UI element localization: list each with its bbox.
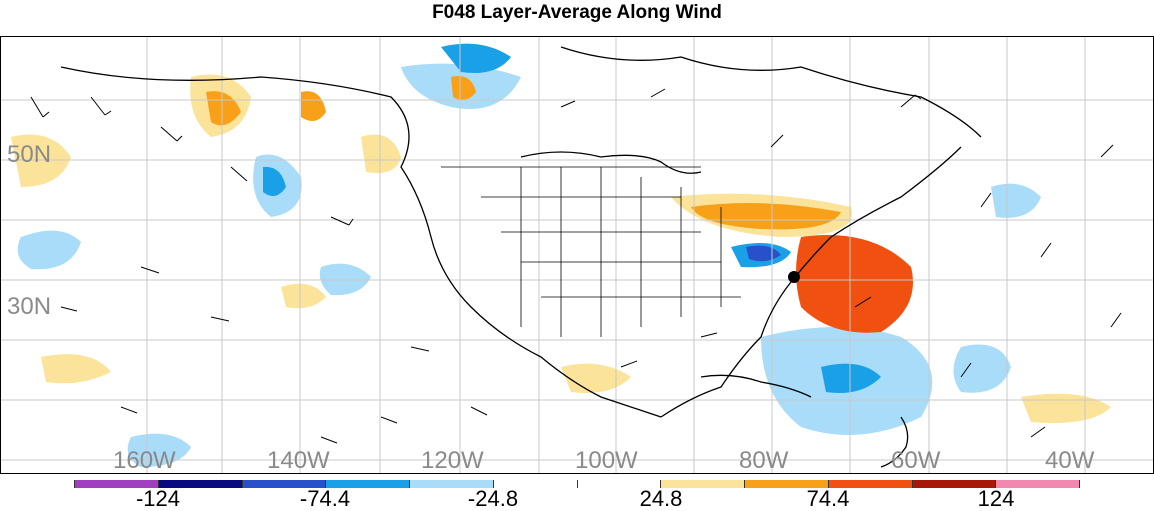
colorbar (74, 480, 1080, 488)
colorbar-segment (242, 480, 327, 488)
colorbar-tick: -24.8 (467, 486, 519, 511)
lon-label-60w: 60W (891, 447, 941, 474)
map-canvas (1, 37, 1153, 473)
lat-label-50n: 50N (7, 141, 52, 168)
colorbar-segment (745, 480, 829, 488)
lon-label-140w: 140W (267, 447, 330, 474)
political-borders (441, 166, 741, 337)
colorbar-segment (577, 480, 662, 488)
colorbar-tick: 24.8 (639, 486, 683, 511)
colorbar-segment (828, 480, 913, 488)
lon-label-80w: 80W (739, 447, 789, 474)
colorbar-segment (410, 480, 494, 488)
colorbar-segment (74, 480, 159, 488)
colorbar-segment (912, 480, 997, 488)
map-title: F048 Layer-Average Along Wind (432, 2, 722, 23)
positive-anomaly-strong (796, 235, 913, 333)
wind-barbs (30, 88, 1122, 444)
colorbar-segment (493, 480, 578, 488)
map-panel: 50N 30N 160W 140W 120W 100W 80W 60W 40W (0, 36, 1154, 474)
lat-lon-grid (1, 37, 1153, 473)
colorbar-segment (996, 480, 1080, 488)
negative-anomaly-light (17, 63, 1041, 467)
colorbar-tick: 74.4 (806, 486, 850, 511)
lat-label-30n: 30N (7, 293, 52, 320)
storm-center-marker (788, 271, 800, 283)
lon-label-160w: 160W (113, 447, 176, 474)
lon-label-40w: 40W (1045, 447, 1095, 474)
colorbar-tick: -124 (135, 486, 181, 511)
colorbar-tick: -74.4 (299, 486, 351, 511)
colorbar-ticks: -124 -74.4 -24.8 24.8 74.4 124 (0, 488, 1154, 510)
lon-label-120w: 120W (421, 447, 484, 474)
positive-anomaly-medium (206, 76, 841, 230)
colorbar-segment (326, 480, 410, 488)
colorbar-segment (661, 480, 745, 488)
lon-label-100w: 100W (575, 447, 638, 474)
negative-anomaly-medium (263, 43, 881, 393)
colorbar-segment (158, 480, 243, 488)
colorbar-tick: 124 (977, 486, 1015, 511)
